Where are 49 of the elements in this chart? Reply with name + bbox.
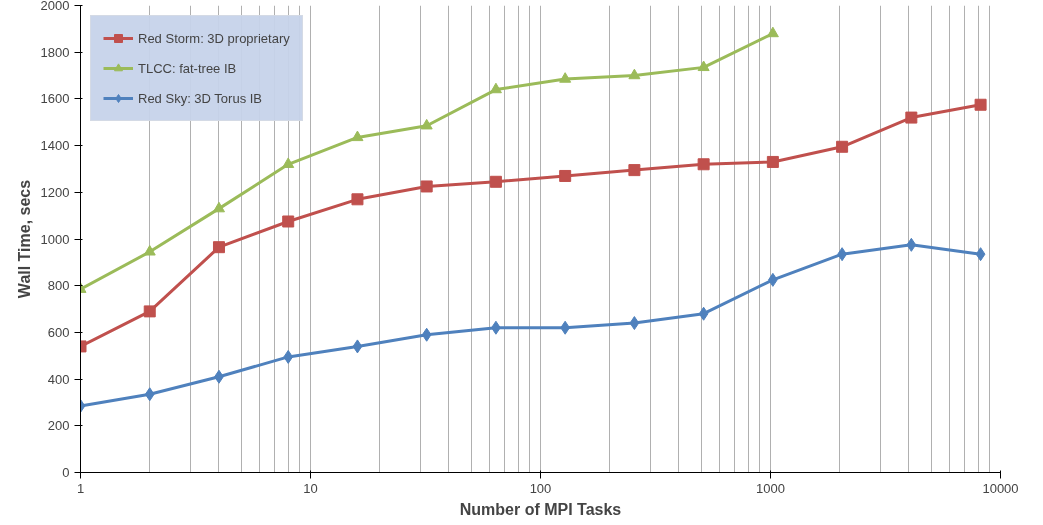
y-tick-label: 200 <box>47 418 70 434</box>
point <box>420 118 433 130</box>
point <box>420 180 433 193</box>
point <box>282 157 295 168</box>
point <box>836 140 849 153</box>
point <box>351 130 364 142</box>
y-tick-label: 600 <box>47 324 70 340</box>
point <box>352 339 363 354</box>
point <box>628 68 641 80</box>
x-tick-label: 1000 <box>756 480 785 496</box>
y-tick-label: 1600 <box>40 91 70 107</box>
y-tick-label: 1400 <box>40 138 70 154</box>
point <box>697 60 710 72</box>
point <box>697 158 710 171</box>
x-tick-label: 10 <box>303 480 318 496</box>
y-tick-label: 1200 <box>40 184 70 200</box>
point <box>975 247 986 262</box>
y-tick-label: 800 <box>47 278 70 294</box>
point <box>143 305 156 318</box>
point <box>282 215 295 228</box>
point <box>212 241 225 254</box>
point <box>974 98 987 111</box>
point <box>489 175 502 188</box>
point <box>351 193 364 206</box>
point <box>212 201 225 213</box>
point <box>766 155 779 168</box>
legend-label: Red Sky: 3D Torus IB <box>138 90 263 106</box>
x-tick-label: 10000 <box>982 480 1019 496</box>
point <box>283 349 294 364</box>
y-tick-label: 0 <box>62 465 70 480</box>
legend-label: Red Storm: 3D proprietary <box>138 30 290 46</box>
y-tick-label: 1800 <box>40 44 70 60</box>
point <box>559 72 572 83</box>
point <box>698 306 709 321</box>
point <box>559 169 572 182</box>
y-tick-label: 400 <box>47 371 70 387</box>
x-axis-title: Number of MPI Tasks <box>459 500 622 518</box>
y-tick-label: 2000 <box>40 0 70 13</box>
y-tick-label: 1000 <box>40 231 70 247</box>
x-tick-label: 1 <box>76 480 85 496</box>
point <box>421 327 432 342</box>
legend-label: TLCC: fat-tree IB <box>138 60 237 76</box>
point <box>906 237 917 252</box>
point <box>144 387 155 402</box>
x-tick-label: 100 <box>529 480 552 496</box>
point <box>905 111 918 124</box>
point <box>629 316 640 331</box>
y-axis-title: Wall Time, secs <box>15 179 33 299</box>
point <box>628 164 641 177</box>
